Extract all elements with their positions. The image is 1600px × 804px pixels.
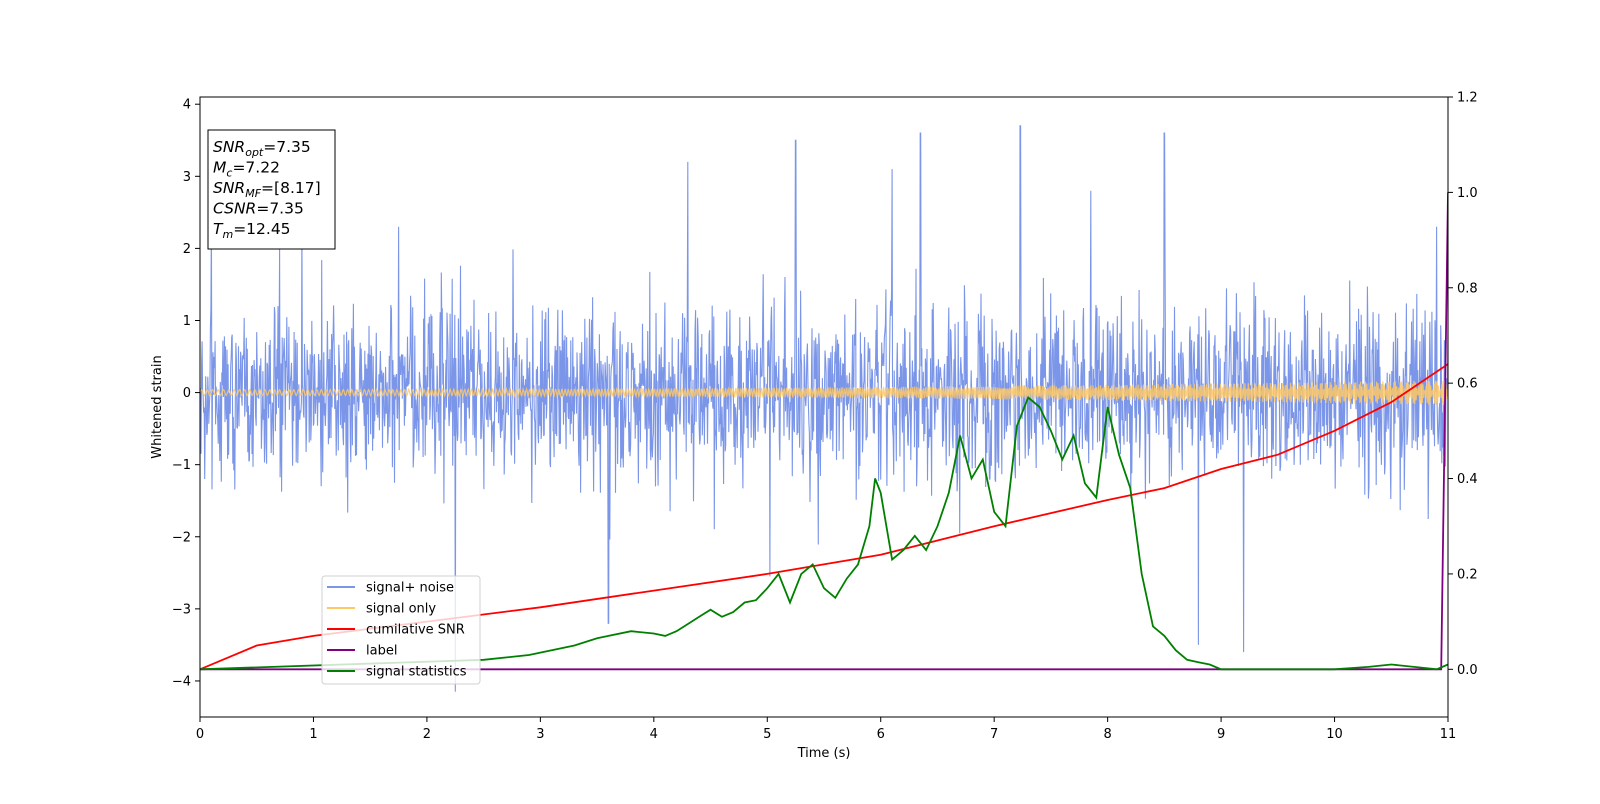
y2-tick-label: 0.6 — [1457, 377, 1478, 392]
x-tick-label: 7 — [990, 727, 998, 742]
x-tick-label: 2 — [423, 727, 431, 742]
y2-tick-label: 0.4 — [1457, 472, 1478, 487]
y-tick-label: 1 — [183, 314, 191, 329]
info-box-line: CSNR=7.35 — [213, 200, 304, 218]
y2-tick-label: 1.2 — [1457, 91, 1478, 106]
y-tick-label: −2 — [172, 530, 191, 545]
y-tick-label: 4 — [183, 98, 191, 113]
series-line-signal-statistics — [200, 396, 1448, 671]
y2-tick-label: 0.2 — [1457, 567, 1478, 582]
y-tick-label: −1 — [172, 458, 191, 473]
info-box-line: SNRopt=7.35 — [213, 138, 311, 159]
x-tick-label: 8 — [1103, 727, 1111, 742]
y-tick-label: −4 — [172, 674, 191, 689]
y2-tick-label: 1.0 — [1457, 186, 1478, 201]
y-axis-title: Whitened strain — [150, 355, 165, 458]
info-box-line: Mc=7.22 — [213, 159, 280, 180]
x-tick-label: 6 — [877, 727, 885, 742]
x-tick-label: 11 — [1440, 727, 1457, 742]
y-axis-left: −4 −3 −2 −1 0 1 2 3 4 — [172, 98, 200, 689]
x-tick-label: 5 — [763, 727, 771, 742]
legend-label: signal+ noise — [366, 581, 454, 596]
x-tick-label: 9 — [1217, 727, 1225, 742]
x-tick-label: 0 — [196, 727, 204, 742]
info-box-line: SNRMF=[8.17] — [213, 179, 321, 200]
legend-label: label — [366, 644, 397, 659]
info-box-frame — [207, 129, 336, 250]
legend: signal+ noise signal only cumilative SNR la… — [321, 575, 481, 685]
legend-frame — [321, 575, 481, 685]
legend-label: cumilative SNR — [366, 623, 465, 638]
x-tick-label: 10 — [1326, 727, 1343, 742]
x-tick-label: 1 — [309, 727, 317, 742]
plot-frame — [199, 96, 1449, 718]
series-line-label — [200, 192, 1448, 671]
y-tick-label: −3 — [172, 602, 191, 617]
info-box-line: Tm=12.45 — [213, 220, 291, 241]
legend-label: signal only — [366, 602, 436, 617]
legend-label: signal statistics — [366, 665, 467, 680]
y2-tick-label: 0.0 — [1457, 663, 1478, 678]
series-line-signal-only — [200, 380, 1448, 405]
x-tick-label: 3 — [536, 727, 544, 742]
y2-tick-label: 0.8 — [1457, 281, 1478, 296]
series-line-signal-noise — [200, 125, 1448, 692]
x-axis-title: Time (s) — [797, 746, 851, 761]
y-tick-label: 0 — [183, 386, 191, 401]
x-tick-label: 4 — [650, 727, 658, 742]
y-tick-label: 2 — [183, 242, 191, 257]
y-tick-label: 3 — [183, 170, 191, 185]
x-axis: 0 1 2 3 4 5 6 7 8 9 10 11 — [196, 717, 1456, 742]
y-axis-right: 0.0 0.2 0.4 0.6 0.8 1.0 1.2 — [1448, 91, 1478, 678]
